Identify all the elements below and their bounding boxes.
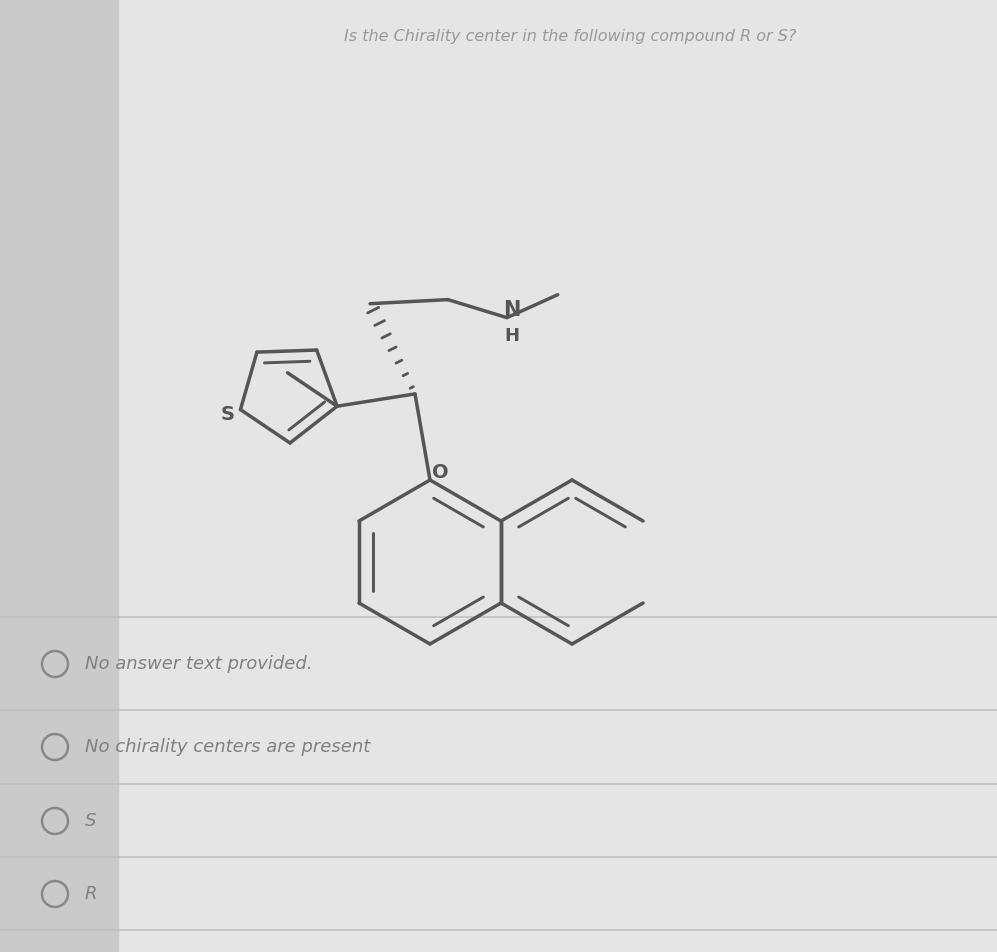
Text: H: H	[504, 327, 519, 345]
Text: No chirality centers are present: No chirality centers are present	[85, 738, 370, 756]
Text: No answer text provided.: No answer text provided.	[85, 655, 312, 673]
Bar	[0, 0, 118, 952]
Text: S: S	[220, 405, 234, 424]
Text: N: N	[503, 300, 520, 320]
Text: Is the Chirality center in the following compound R or S?: Is the Chirality center in the following…	[344, 30, 797, 45]
Text: R: R	[85, 885, 98, 903]
Text: S: S	[85, 812, 97, 830]
Text: O: O	[432, 463, 449, 482]
